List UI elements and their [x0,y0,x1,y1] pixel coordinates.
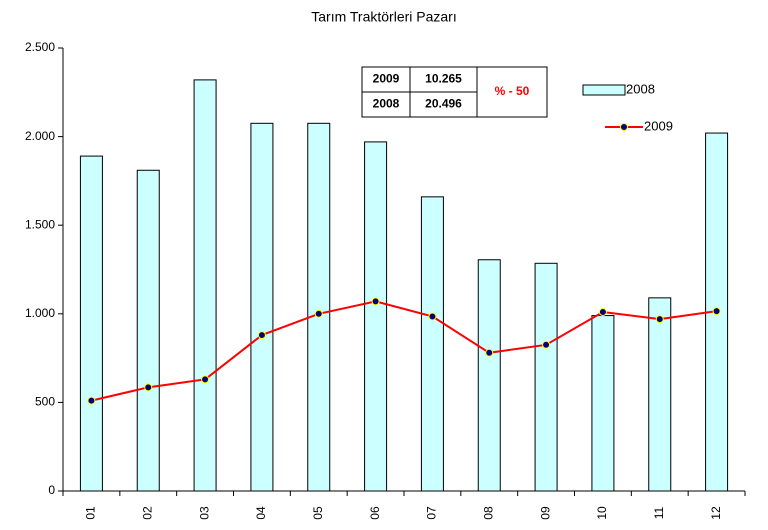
bar [420,196,444,492]
y-tick-label: 0 [48,483,55,497]
x-tick-label: 11 [652,506,666,519]
bar [79,155,103,492]
bar [364,141,388,492]
line-marker [598,308,607,317]
bar [648,297,672,492]
line-marker [542,340,551,349]
line-marker [655,315,664,324]
y-tick-label: 2.000 [25,129,55,143]
line-marker [485,348,494,357]
legend-marker [620,123,628,131]
bar [307,122,331,492]
line [91,300,717,402]
bar [250,122,274,492]
table-cell: 10.265 [425,72,462,86]
legend-swatch [582,84,626,96]
x-tick-label: 04 [254,506,268,520]
x-tick-label: 08 [481,506,495,520]
chart-title: Tarım Traktörleri Pazarı [311,9,456,25]
line-marker [371,297,380,306]
x-tick-label: 05 [311,506,325,520]
x-tick-label: 06 [368,506,382,520]
line-marker [87,396,96,405]
bar [591,315,615,492]
x-tick-label: 10 [595,506,609,520]
bar [534,262,558,492]
y-tick-label: 1.500 [25,217,55,231]
line-marker [712,307,721,316]
bar [477,259,501,492]
x-tick-label: 12 [709,506,723,520]
table-cell: 2009 [373,72,400,86]
legend-label: 2008 [626,81,655,96]
table-cell: 20.496 [425,97,462,111]
legend-label: 2009 [644,118,673,133]
bar [193,79,217,492]
y-tick-label: 2.500 [25,40,55,54]
line-marker [428,312,437,321]
bar [136,169,160,492]
x-tick-label: 02 [140,506,154,520]
x-tick-label: 01 [84,506,98,520]
table-change: % - 50 [495,84,530,98]
x-tick-label: 09 [538,506,552,520]
x-tick-label: 03 [197,506,211,520]
table-cell: 2008 [373,97,400,111]
line-marker [257,331,266,340]
line-marker [314,309,323,318]
x-tick-label: 07 [425,506,439,520]
y-tick-label: 1.000 [25,306,55,320]
line-marker [201,375,210,384]
line-marker [144,383,153,392]
y-tick-label: 500 [35,395,55,409]
